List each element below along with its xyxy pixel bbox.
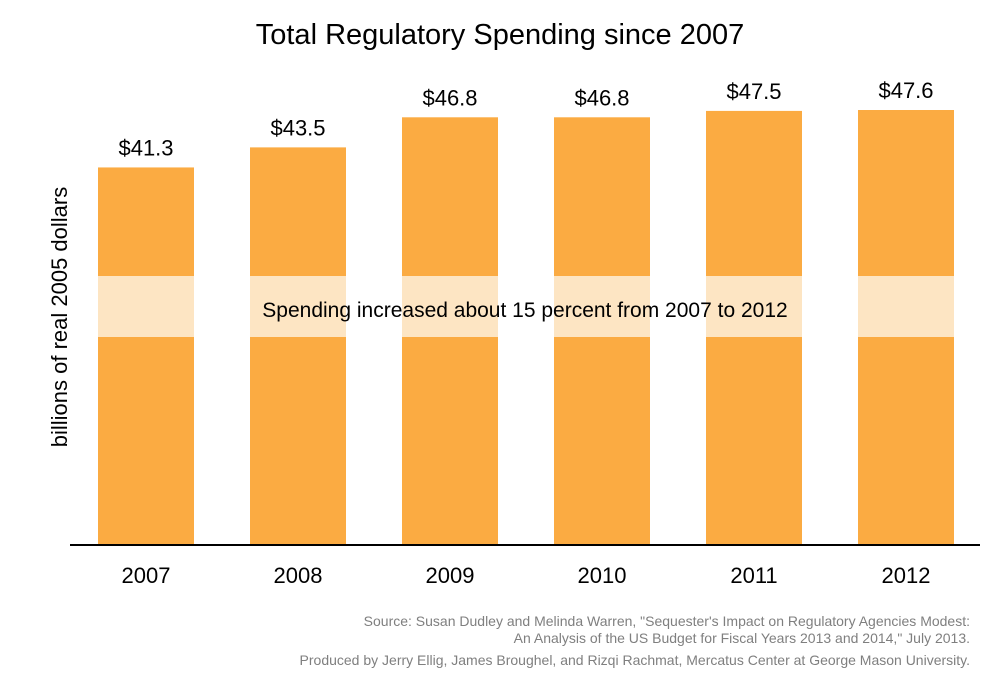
x-tick-label-2009: 2009 [426, 563, 475, 588]
source-line-1: Source: Susan Dudley and Melinda Warren,… [364, 613, 970, 629]
data-label-2012: $47.6 [878, 78, 933, 103]
data-label-2008: $43.5 [270, 115, 325, 140]
x-tick-label-2007: 2007 [122, 563, 171, 588]
x-tick-label-2010: 2010 [578, 563, 627, 588]
y-axis-label: billions of real 2005 dollars [47, 187, 72, 448]
source-line-3: Produced by Jerry Ellig, James Broughel,… [300, 652, 970, 668]
data-label-2009: $46.8 [422, 85, 477, 110]
x-tick-labels-group: 2007 2008 2009 2010 2011 2012 [122, 563, 931, 588]
highlight-band-2008 [250, 276, 346, 337]
bar-2007 [98, 167, 194, 545]
highlight-band-2012 [858, 276, 954, 337]
highlight-band-2007 [98, 276, 194, 337]
data-label-2007: $41.3 [118, 135, 173, 160]
source-line-2: An Analysis of the US Budget for Fiscal … [514, 630, 970, 646]
highlight-band-2011 [706, 276, 802, 337]
highlight-band-2009 [402, 276, 498, 337]
bars-group [98, 110, 954, 545]
data-label-2011: $47.5 [726, 79, 781, 104]
data-label-2010: $46.8 [574, 85, 629, 110]
chart-title: Total Regulatory Spending since 2007 [256, 19, 745, 51]
x-tick-label-2011: 2011 [730, 563, 777, 588]
data-labels-group: $41.3 $43.5 $46.8 $46.8 $47.5 $47.6 [118, 78, 933, 160]
x-tick-label-2008: 2008 [274, 563, 323, 588]
x-tick-label-2012: 2012 [882, 563, 931, 588]
highlight-band-2010 [554, 276, 650, 337]
bar-2008 [250, 147, 346, 544]
highlight-band-group [98, 276, 954, 337]
annotation-text: Spending increased about 15 percent from… [262, 299, 787, 322]
